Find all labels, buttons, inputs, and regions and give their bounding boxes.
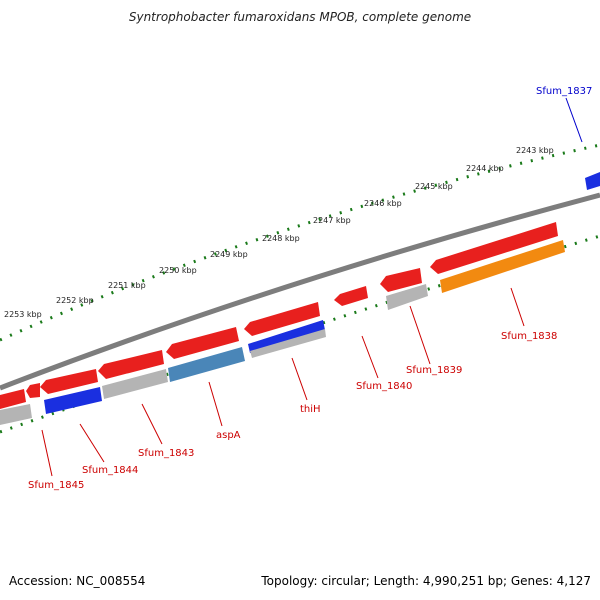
gene-gray[interactable] <box>250 329 326 358</box>
kbp-label-2248: 2248 kbp <box>262 234 300 243</box>
forward-strand-genes[interactable] <box>0 222 558 409</box>
gene-red[interactable] <box>98 350 164 379</box>
gene-label-sfum-1844[interactable]: Sfum_1844 <box>82 465 138 476</box>
gene-red[interactable] <box>380 268 422 292</box>
gene-blue[interactable] <box>585 172 600 190</box>
kbp-label-2245: 2245 kbp <box>415 182 453 191</box>
kbp-label-2252: 2252 kbp <box>56 296 94 305</box>
genome-summary: Topology: circular; Length: 4,990,251 bp… <box>261 574 591 588</box>
gene-label-sfum-1838[interactable]: Sfum_1838 <box>501 331 557 342</box>
gene-blue[interactable] <box>248 320 325 353</box>
kbp-label-2250: 2250 kbp <box>159 266 197 275</box>
gene-steel[interactable] <box>168 347 245 382</box>
gene-label-thih[interactable]: thiH <box>300 404 321 415</box>
kbp-label-2246: 2246 kbp <box>364 199 402 208</box>
kbp-label-2253: 2253 kbp <box>4 310 42 319</box>
gene-gray[interactable] <box>102 369 168 399</box>
gene-red[interactable] <box>166 327 239 359</box>
kbp-label-2251: 2251 kbp <box>108 281 146 290</box>
gene-gray[interactable] <box>0 404 32 425</box>
gene-gray[interactable] <box>386 284 428 310</box>
gene-label-aspa[interactable]: aspA <box>216 430 241 441</box>
gene-orange[interactable] <box>440 240 565 293</box>
kbp-label-2249: 2249 kbp <box>210 250 248 259</box>
callout-lines <box>41 97 583 477</box>
kbp-labels: 2243 kbp 2244 kbp 2245 kbp 2246 kbp 2247… <box>4 146 554 319</box>
genome-backbone <box>0 192 600 391</box>
gene-red[interactable] <box>0 389 26 409</box>
gene-red[interactable] <box>334 286 368 306</box>
gene-blue[interactable] <box>44 387 102 414</box>
kbp-label-2243: 2243 kbp <box>516 146 554 155</box>
gene-label-sfum-1840[interactable]: Sfum_1840 <box>356 381 412 392</box>
gene-red[interactable] <box>40 369 98 394</box>
kbp-label-2247: 2247 kbp <box>313 216 351 225</box>
kbp-label-2244: 2244 kbp <box>466 164 504 173</box>
kbp-tick-ring <box>0 143 600 342</box>
accession-label: Accession: NC_008554 <box>9 574 146 588</box>
gene-label-sfum-1845[interactable]: Sfum_1845 <box>28 480 84 491</box>
gene-red[interactable] <box>430 222 558 274</box>
gene-red[interactable] <box>244 302 320 336</box>
gene-red[interactable] <box>26 383 40 398</box>
gene-label-sfum-1837[interactable]: Sfum_1837 <box>536 86 592 97</box>
map-title: Syntrophobacter fumaroxidans MPOB, compl… <box>128 10 472 24</box>
gene-label-sfum-1843[interactable]: Sfum_1843 <box>138 448 194 459</box>
gene-label-sfum-1839[interactable]: Sfum_1839 <box>406 365 462 376</box>
gene-labels[interactable]: Sfum_1837 Sfum_1838 Sfum_1839 Sfum_1840 … <box>28 86 592 491</box>
reverse-strand-genes[interactable] <box>0 172 600 425</box>
